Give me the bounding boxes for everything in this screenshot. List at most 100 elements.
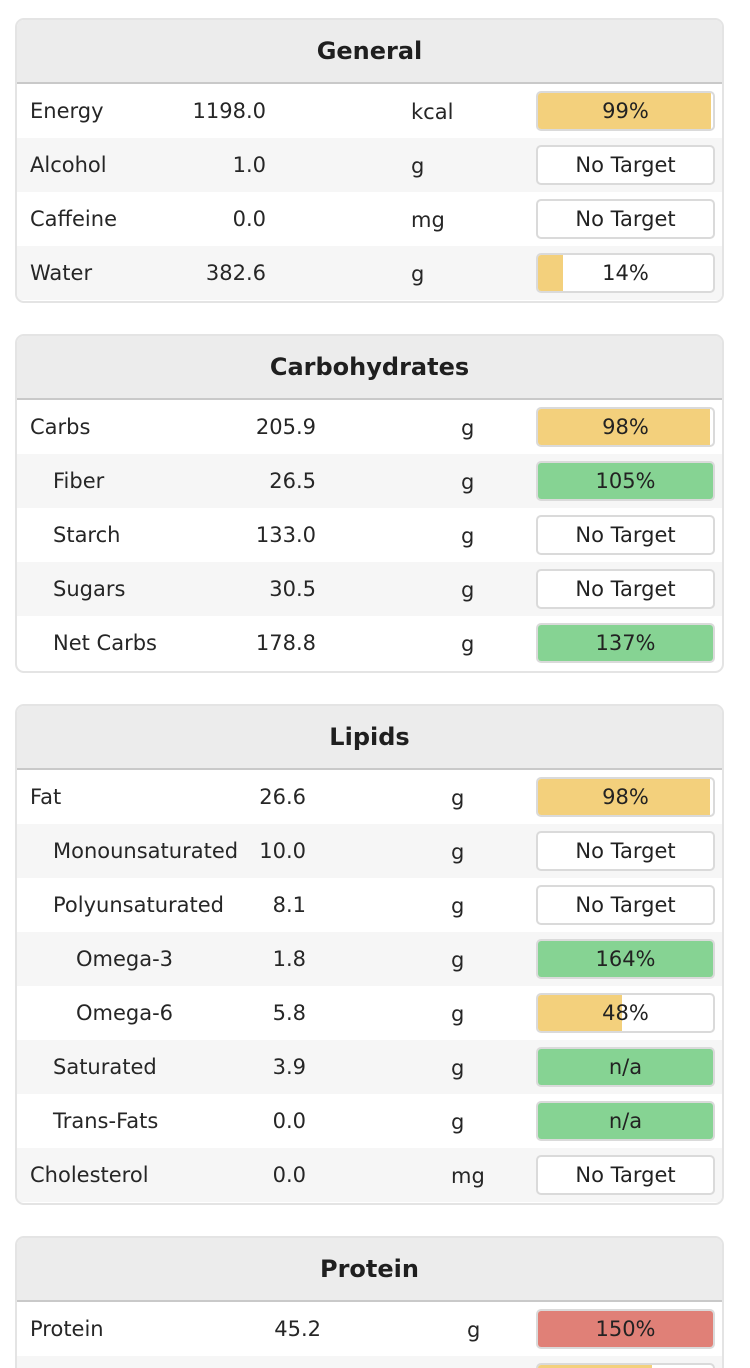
nutrient-name: Starch (53, 523, 121, 547)
target-progress-bar: 105% (536, 461, 715, 501)
target-progress-bar: 99% (536, 91, 715, 131)
nutrient-amount: 0.0 (272, 1109, 306, 1133)
nutrient-amount: 205.9 (255, 415, 316, 439)
nutrient-unit: g (411, 154, 425, 178)
nutrient-name: Energy (30, 99, 104, 123)
nutrient-row[interactable]: Omega-3 1.8 g 164% (17, 932, 722, 986)
nutrient-row[interactable]: Energy 1198.0 kcal 99% (17, 84, 722, 138)
progress-fill (538, 625, 713, 661)
nutrient-name: Trans-Fats (53, 1109, 159, 1133)
target-progress-bar: 98% (536, 777, 715, 817)
progress-label: No Target (575, 893, 676, 917)
nutrient-unit: g (461, 416, 475, 440)
nutrient-amount: 5.8 (272, 1001, 306, 1025)
nutrient-amount: 0.0 (272, 1163, 306, 1187)
nutrient-row[interactable]: Monounsaturated 10.0 g No Target (17, 824, 722, 878)
nutrient-unit: g (467, 1318, 481, 1342)
progress-label: 14% (602, 261, 649, 285)
nutrient-row[interactable]: Polyunsaturated 8.1 g No Target (17, 878, 722, 932)
nutrient-name: Carbs (30, 415, 91, 439)
target-progress-bar: 14% (536, 253, 715, 293)
nutrient-amount: 178.8 (255, 631, 316, 655)
nutrient-unit: g (461, 524, 475, 548)
nutrient-amount: 0.0 (232, 207, 266, 231)
progress-label: 98% (602, 415, 649, 439)
nutrient-row[interactable]: Sugars 30.5 g No Target (17, 562, 722, 616)
progress-label: No Target (575, 1163, 676, 1187)
nutrient-row[interactable]: Omega-6 5.8 g 48% (17, 986, 722, 1040)
progress-label: n/a (608, 1109, 643, 1133)
progress-fill (538, 1365, 652, 1368)
nutrient-amount: 26.6 (259, 785, 306, 809)
nutrient-row[interactable]: Fiber 26.5 g 105% (17, 454, 722, 508)
target-progress-bar: 137% (536, 623, 715, 663)
progress-label: 137% (595, 631, 656, 655)
target-progress-bar: No Target (536, 145, 715, 185)
nutrient-name: Alcohol (30, 153, 107, 177)
nutrient-unit: g (461, 578, 475, 602)
nutrient-amount: 382.6 (205, 261, 266, 285)
target-progress-bar: No Target (536, 1155, 715, 1195)
progress-label: No Target (575, 523, 676, 547)
nutrient-amount: 26.5 (269, 469, 316, 493)
target-progress-bar: n/a (536, 1101, 715, 1141)
nutrient-row[interactable]: Net Carbs 178.8 g 137% (17, 616, 722, 670)
nutrient-unit: g (451, 948, 465, 972)
nutrient-unit: g (451, 786, 465, 810)
progress-fill (538, 1049, 713, 1085)
section-title: Protein (17, 1238, 722, 1302)
progress-label: 99% (602, 99, 649, 123)
target-progress-bar: 48% (536, 993, 715, 1033)
nutrient-name: Fat (30, 785, 62, 809)
progress-label: 150% (595, 1317, 656, 1341)
nutrient-name: Polyunsaturated (53, 893, 224, 917)
progress-label: 164% (595, 947, 656, 971)
nutrient-row[interactable]: Caffeine 0.0 mg No Target (17, 192, 722, 246)
nutrient-row[interactable]: Saturated 3.9 g n/a (17, 1040, 722, 1094)
nutrient-amount: 10.0 (259, 839, 306, 863)
nutrient-row[interactable]: Cholesterol 0.0 mg No Target (17, 1148, 722, 1202)
section-protein: Protein Protein 45.2 g 150% (15, 1236, 724, 1368)
nutrient-unit: g (451, 1002, 465, 1026)
nutrient-row[interactable]: Fat 26.6 g 98% (17, 770, 722, 824)
nutrient-name: Caffeine (30, 207, 117, 231)
nutrient-unit: g (411, 262, 425, 286)
nutrient-unit: g (461, 470, 475, 494)
nutrient-row[interactable]: Trans-Fats 0.0 g n/a (17, 1094, 722, 1148)
nutrient-unit: kcal (411, 100, 454, 124)
nutrient-unit: g (451, 1110, 465, 1134)
progress-fill (538, 409, 710, 445)
nutrient-amount: 3.9 (272, 1055, 306, 1079)
nutrient-amount: 8.1 (272, 893, 306, 917)
section-carbohydrates: Carbohydrates Carbs 205.9 g 98% Fiber 26.5 g 10… (15, 334, 724, 673)
target-progress-bar (536, 1363, 715, 1368)
section-lipids: Lipids Fat 26.6 g 98% Monounsaturated 10.0 g No… (15, 704, 724, 1205)
progress-label: No Target (575, 153, 676, 177)
progress-label: 98% (602, 785, 649, 809)
nutrient-unit: g (461, 632, 475, 656)
nutrient-row[interactable]: Alcohol 1.0 g No Target (17, 138, 722, 192)
nutrient-name: Water (30, 261, 93, 285)
nutrient-name: Net Carbs (53, 631, 157, 655)
progress-fill (538, 255, 563, 291)
target-progress-bar: 98% (536, 407, 715, 447)
nutrient-row[interactable]: Starch 133.0 g No Target (17, 508, 722, 562)
nutrient-row[interactable] (17, 1356, 722, 1368)
progress-fill (538, 1311, 713, 1347)
nutrient-row[interactable]: Water 382.6 g 14% (17, 246, 722, 300)
target-progress-bar: No Target (536, 199, 715, 239)
nutrient-amount: 133.0 (255, 523, 316, 547)
target-progress-bar: No Target (536, 831, 715, 871)
nutrient-amount: 30.5 (269, 577, 316, 601)
progress-label: n/a (608, 1055, 643, 1079)
nutrient-row[interactable]: Carbs 205.9 g 98% (17, 400, 722, 454)
section-general: General Energy 1198.0 kcal 99% Alcohol 1.0 g No… (15, 18, 724, 303)
progress-label: No Target (575, 577, 676, 601)
progress-fill (538, 779, 710, 815)
progress-label: No Target (575, 207, 676, 231)
progress-fill (538, 995, 622, 1031)
nutrient-row[interactable]: Protein 45.2 g 150% (17, 1302, 722, 1356)
nutrient-name: Protein (30, 1317, 104, 1341)
nutrient-unit: g (451, 894, 465, 918)
nutrient-name: Omega-6 (76, 1001, 174, 1025)
